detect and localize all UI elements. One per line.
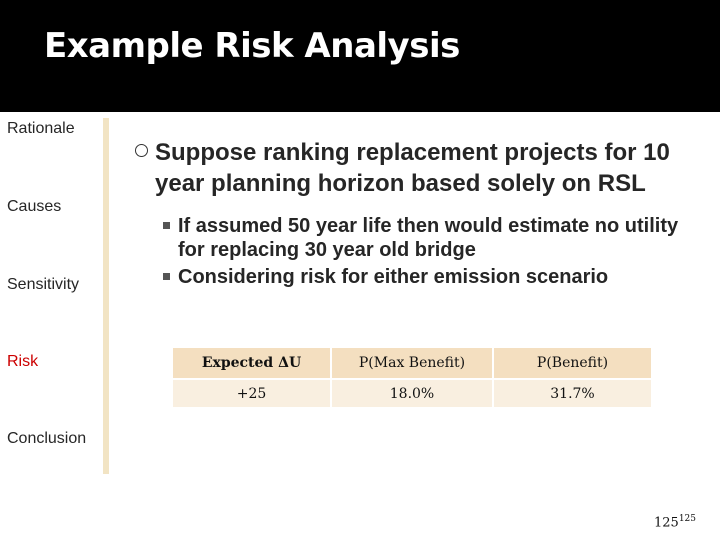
table-header-p-benefit: P(Benefit) xyxy=(492,348,651,380)
sub-bullet: Considering risk for either emission sce… xyxy=(163,265,705,315)
table-row: +25 18.0% 31.7% xyxy=(173,380,651,407)
title-bar: Example Risk Analysis xyxy=(0,0,720,112)
sidebar-divider xyxy=(103,118,109,474)
main-bullet: Suppose ranking replacement projects for… xyxy=(135,137,705,199)
page-number-value: 125 xyxy=(653,515,679,530)
table-header-row: Expected ΔU P(Max Benefit) P(Benefit) xyxy=(173,348,651,380)
sub-bullet-text: If assumed 50 year life then would estim… xyxy=(178,215,679,261)
sidebar-item-sensitivity[interactable]: Sensitivity xyxy=(7,276,80,293)
page-number: 125125 xyxy=(654,514,696,530)
hollow-circle-bullet-icon xyxy=(135,144,148,157)
sub-bullet-list: If assumed 50 year life then would estim… xyxy=(135,214,705,315)
sub-bullet-text: Considering risk for either emission sce… xyxy=(178,266,609,288)
square-bullet-icon xyxy=(163,273,170,280)
table-cell: +25 xyxy=(173,380,330,407)
main-bullet-text: Suppose ranking replacement projects for… xyxy=(155,139,670,197)
risk-table: Expected ΔU P(Max Benefit) P(Benefit) +2… xyxy=(173,348,651,407)
slide-title: Example Risk Analysis xyxy=(44,26,460,66)
sub-bullet: If assumed 50 year life then would estim… xyxy=(163,214,705,262)
sidebar-item-conclusion[interactable]: Conclusion xyxy=(7,430,87,447)
sidebar-item-risk[interactable]: Risk xyxy=(7,353,39,370)
square-bullet-icon xyxy=(163,222,170,229)
slide-body: Suppose ranking replacement projects for… xyxy=(135,137,705,315)
page-number-superscript: 125 xyxy=(678,513,696,524)
table-header-p-max-benefit: P(Max Benefit) xyxy=(330,348,492,380)
sidebar-item-rationale[interactable]: Rationale xyxy=(7,120,75,137)
table-cell: 18.0% xyxy=(330,380,492,407)
sidebar-item-causes[interactable]: Causes xyxy=(7,198,62,215)
table-cell: 31.7% xyxy=(492,380,651,407)
table-header-expected-du: Expected ΔU xyxy=(173,348,330,380)
